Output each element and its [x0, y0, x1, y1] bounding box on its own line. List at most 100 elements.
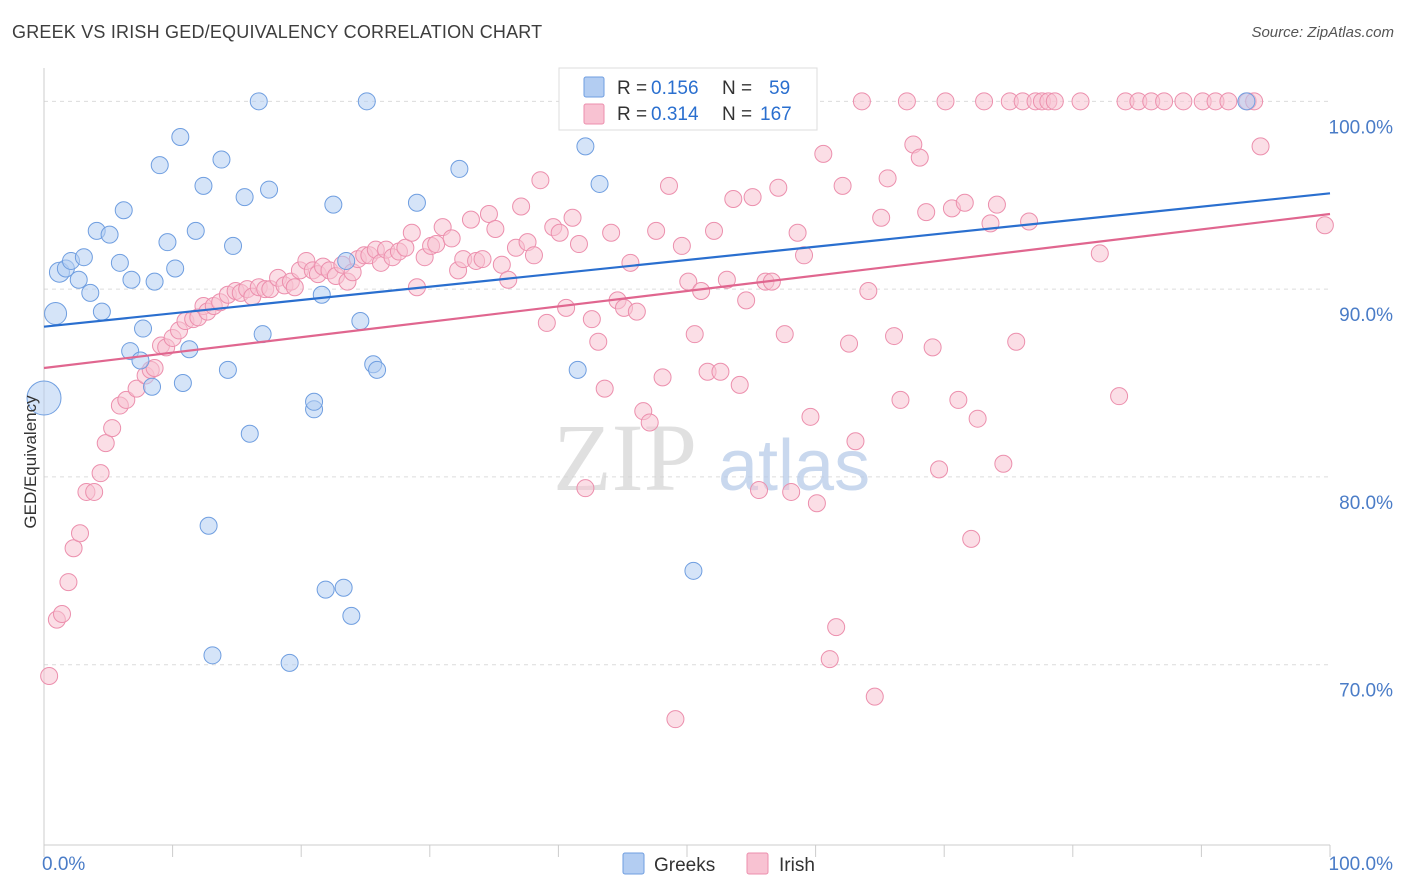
greeks-point-28 — [203, 646, 222, 665]
greeks-point-31 — [224, 236, 243, 255]
greeks-point-5 — [69, 270, 88, 289]
irish-point-99 — [659, 176, 678, 195]
irish-point-109 — [724, 189, 743, 208]
irish-point-173 — [1251, 137, 1270, 156]
irish-point-167 — [1174, 92, 1193, 111]
greeks-point-36 — [260, 180, 279, 199]
greeks-point-58 — [1237, 92, 1256, 111]
greeks-point-51 — [450, 159, 469, 178]
stats-r-value-greeks: 0.156 — [651, 78, 699, 99]
irish-point-155 — [1020, 212, 1039, 231]
grid-lines — [44, 100, 1330, 666]
irish-point-86 — [576, 479, 595, 498]
greeks-point-26 — [194, 176, 213, 195]
irish-point-170 — [1219, 92, 1238, 111]
irish-point-135 — [891, 390, 910, 409]
greeks-point-33 — [240, 424, 259, 443]
irish-point-2 — [53, 605, 72, 624]
irish-point-58 — [396, 238, 415, 257]
greeks-point-32 — [235, 188, 254, 207]
greeks-trend-line — [43, 192, 1331, 328]
irish-point-76 — [512, 197, 531, 216]
greeks-point-15 — [131, 351, 150, 370]
greeks-point-50 — [407, 193, 426, 212]
y-tick-label-3: 70.0% — [1339, 681, 1393, 702]
irish-point-160 — [1071, 92, 1090, 111]
greeks-point-9 — [92, 302, 111, 321]
greeks-point-34 — [249, 92, 268, 111]
stats-n-value-greeks: 59 — [769, 78, 790, 99]
stats-r-label-greeks: R = — [617, 78, 647, 99]
irish-point-97 — [647, 221, 666, 240]
trend-lines — [43, 192, 1331, 370]
irish-point-3 — [59, 573, 78, 592]
irish-point-147 — [968, 409, 987, 428]
irish-point-128 — [846, 432, 865, 451]
irish-point-144 — [949, 390, 968, 409]
greeks-point-41 — [316, 580, 335, 599]
irish-point-153 — [1007, 332, 1026, 351]
stats-n-label-irish: N = — [722, 104, 752, 125]
irish-point-82 — [550, 223, 569, 242]
greeks-point-55 — [684, 561, 703, 580]
greeks-point-25 — [186, 221, 205, 240]
greeks-point-6 — [74, 248, 93, 267]
watermark-zip: ZIP — [553, 404, 697, 511]
greeks-point-39 — [312, 285, 331, 304]
irish-point-110 — [730, 375, 749, 394]
greeks-point-37 — [280, 653, 299, 672]
x-tick-label-max: 100.0% — [1329, 854, 1394, 875]
irish-point-121 — [801, 407, 820, 426]
stats-n-label-greeks: N = — [722, 78, 752, 99]
irish-point-150 — [987, 195, 1006, 214]
greeks-point-22 — [171, 127, 190, 146]
irish-point-9 — [96, 434, 115, 453]
irish-point-10 — [103, 419, 122, 438]
greeks-point-1 — [44, 302, 68, 326]
greeks-point-45 — [342, 606, 361, 625]
irish-point-84 — [563, 208, 582, 227]
irish-point-7 — [85, 482, 104, 501]
irish-point-65 — [442, 229, 461, 248]
greeks-point-11 — [110, 253, 129, 272]
irish-point-146 — [962, 529, 981, 548]
irish-point-107 — [711, 362, 730, 381]
irish-point-73 — [492, 255, 511, 274]
legend-label-greeks[interactable]: Greeks — [654, 855, 715, 876]
irish-point-139 — [917, 203, 936, 222]
irish-point-141 — [930, 460, 949, 479]
irish-point-125 — [827, 618, 846, 637]
irish-point-174 — [1315, 216, 1334, 235]
irish-point-90 — [602, 223, 621, 242]
irish-point-100 — [666, 710, 685, 729]
y-tick-label-2: 80.0% — [1339, 493, 1393, 514]
legend-label-irish[interactable]: Irish — [779, 855, 815, 876]
irish-point-5 — [71, 524, 90, 543]
greeks-point-0 — [26, 380, 62, 416]
irish-point-119 — [788, 223, 807, 242]
greeks-point-47 — [357, 92, 376, 111]
irish-point-117 — [775, 325, 794, 344]
greeks-point-7 — [81, 283, 100, 302]
irish-point-4 — [64, 539, 83, 558]
irish-point-126 — [833, 176, 852, 195]
stats-legend: R = 0.156 N = 59 R = 0.314 N = 167 — [558, 67, 818, 131]
irish-trend-line — [43, 212, 1331, 370]
irish-point-101 — [672, 236, 691, 255]
irish-point-89 — [595, 379, 614, 398]
greeks-point-17 — [143, 377, 162, 396]
stats-n-value-irish: 167 — [760, 104, 792, 125]
irish-point-113 — [750, 481, 769, 500]
irish-point-83 — [557, 298, 576, 317]
irish-point-79 — [531, 171, 550, 190]
greeks-point-13 — [122, 270, 141, 289]
greeks-point-20 — [158, 233, 177, 252]
y-tick-label-0: 100.0% — [1329, 117, 1394, 138]
stats-r-label-irish: R = — [617, 104, 647, 125]
greeks-points — [26, 92, 1256, 672]
legend-swatch-irish[interactable] — [746, 852, 769, 875]
irish-point-129 — [852, 92, 871, 111]
stats-swatch-irish — [583, 103, 605, 125]
greeks-point-54 — [590, 174, 609, 193]
legend-swatch-greeks[interactable] — [622, 852, 645, 875]
